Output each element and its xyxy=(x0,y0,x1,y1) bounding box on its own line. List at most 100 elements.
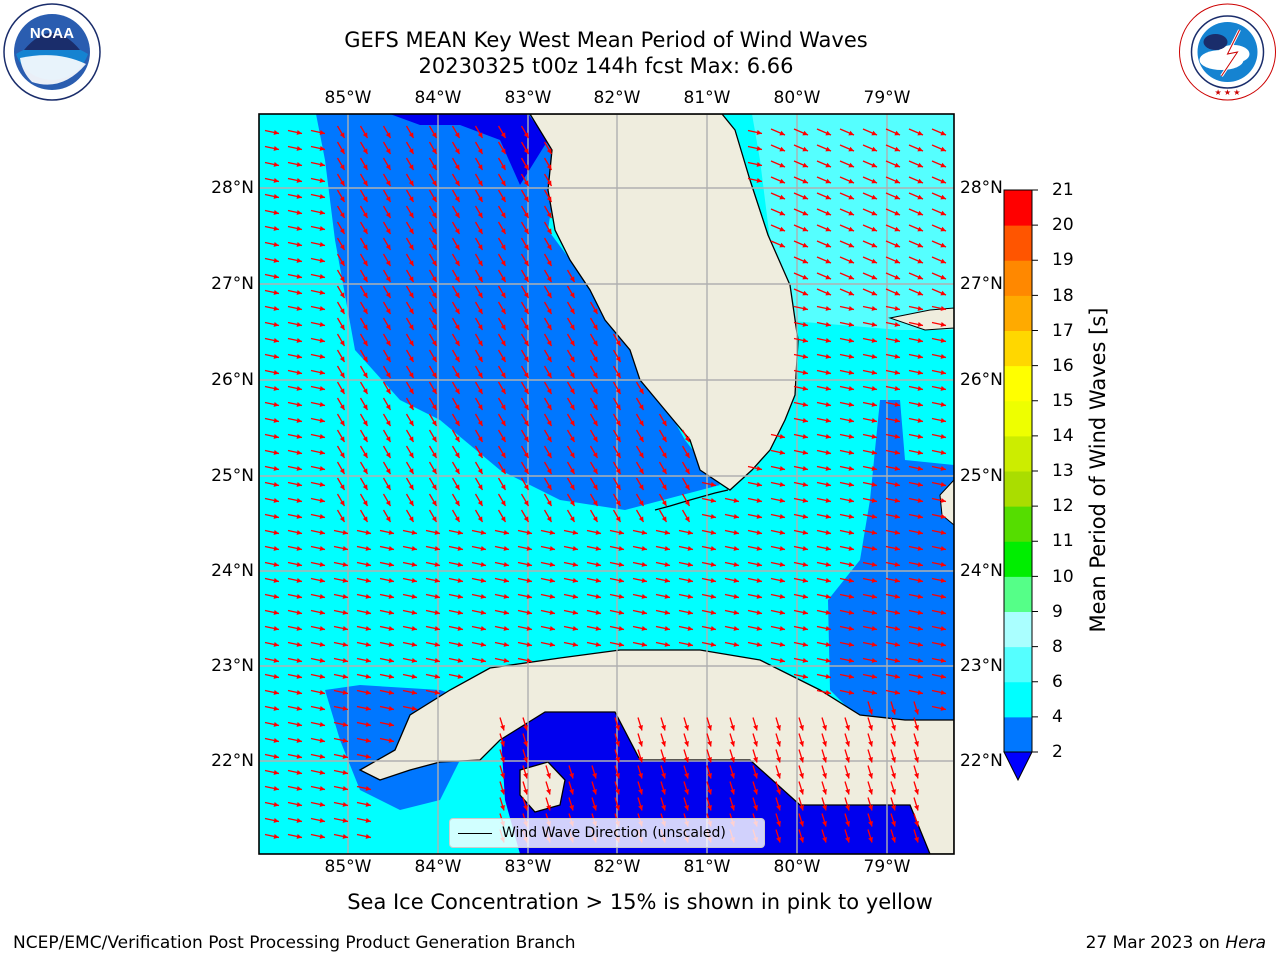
wind-wave-arrow-head xyxy=(940,514,946,519)
wind-wave-arrow-head xyxy=(618,594,624,599)
wind-wave-arrow-head xyxy=(569,468,575,474)
wind-wave-arrow-head xyxy=(365,594,371,599)
wind-wave-arrow-head xyxy=(638,420,644,426)
wind-wave-arrow-head xyxy=(339,388,345,394)
wind-wave-arrow-head xyxy=(684,468,690,474)
wind-wave-arrow-head xyxy=(871,562,877,567)
wind-wave-arrow-head xyxy=(273,466,279,471)
wind-wave-arrow-head xyxy=(454,132,460,138)
wind-wave-arrow-head xyxy=(273,226,279,231)
wind-wave-arrow-head xyxy=(408,516,414,522)
wind-wave-arrow-head xyxy=(825,290,831,296)
wind-wave-arrow-head xyxy=(411,626,417,631)
wind-wave-arrow-head xyxy=(868,724,873,731)
wind-wave-arrow-head xyxy=(500,228,506,234)
wind-wave-arrow-head xyxy=(362,212,368,218)
wind-wave-arrow-head xyxy=(871,418,877,423)
wind-wave-arrow-head xyxy=(940,578,946,583)
wind-wave-arrow-head xyxy=(500,148,506,154)
wind-wave-arrow-head xyxy=(434,642,440,647)
colorbar-segment xyxy=(1004,400,1032,437)
wind-wave-arrow-head xyxy=(595,578,601,583)
colorbar-tick: 11 xyxy=(1052,531,1074,551)
wind-wave-arrow-head xyxy=(273,338,279,343)
wind-wave-arrow-head xyxy=(365,530,371,535)
wind-wave-arrow-head xyxy=(362,516,368,522)
wind-wave-arrow-head xyxy=(408,372,414,378)
wind-wave-arrow-head xyxy=(296,674,302,679)
wind-wave-arrow-head xyxy=(454,340,460,346)
wind-wave-arrow-head xyxy=(408,452,414,458)
wind-wave-arrow-head xyxy=(845,740,850,747)
wind-wave-arrow-head xyxy=(549,530,555,535)
wind-wave-arrow-head xyxy=(592,404,598,410)
wind-wave-arrow-head xyxy=(684,452,690,458)
lat-label-left: 27°N xyxy=(211,274,254,294)
wind-wave-arrow-head xyxy=(940,658,946,663)
wind-wave-arrow-head xyxy=(385,196,391,202)
wind-wave-arrow-head xyxy=(825,466,831,471)
wind-wave-arrow-head xyxy=(296,754,302,759)
wind-wave-arrow-head xyxy=(595,546,601,551)
wind-wave-arrow-head xyxy=(365,786,371,791)
wind-wave-arrow-head xyxy=(592,340,598,346)
wind-wave-arrow-head xyxy=(523,148,529,154)
wind-wave-arrow-head xyxy=(319,642,325,647)
wind-wave-arrow-head xyxy=(868,804,873,811)
wind-wave-arrow-head xyxy=(296,338,302,343)
colorbar-tick: 6 xyxy=(1052,672,1063,692)
wind-wave-arrow-head xyxy=(822,820,827,827)
wind-wave-arrow-head xyxy=(546,500,552,506)
wind-wave-arrow-head xyxy=(477,484,483,490)
wind-wave-arrow-head xyxy=(917,466,923,471)
wind-wave-arrow-head xyxy=(431,276,437,282)
wind-wave-arrow-head xyxy=(802,210,808,216)
wind-wave-arrow-head xyxy=(848,162,854,168)
lat-label-right: 25°N xyxy=(960,466,1003,486)
colorbar-tick: 12 xyxy=(1052,496,1074,516)
wind-wave-arrow-head xyxy=(638,740,643,747)
colorbar-tick: 20 xyxy=(1052,215,1074,235)
wind-wave-arrow-head xyxy=(477,340,483,346)
lat-label-left: 28°N xyxy=(211,178,254,198)
wind-wave-arrow-head xyxy=(365,690,371,695)
wind-wave-arrow-head xyxy=(661,436,667,442)
wind-wave-arrow-head xyxy=(273,162,279,167)
wind-wave-arrow-head xyxy=(848,306,854,311)
wind-wave-arrow-head xyxy=(802,322,808,327)
wind-wave-arrow-head xyxy=(434,546,440,551)
wind-wave-arrow-head xyxy=(480,594,486,599)
wind-wave-arrow-head xyxy=(917,210,923,216)
wind-wave-arrow-head xyxy=(914,740,919,747)
wind-wave-arrow-head xyxy=(319,306,325,311)
wind-wave-arrow-head xyxy=(408,340,414,346)
wind-wave-arrow-head xyxy=(707,724,712,731)
wind-wave-arrow-head xyxy=(273,514,279,519)
wind-wave-arrow-head xyxy=(940,354,946,359)
wind-wave-arrow-head xyxy=(362,228,368,234)
lon-label-bottom: 80°W xyxy=(773,857,821,877)
wind-wave-arrow-head xyxy=(940,690,946,695)
wind-wave-arrow-head xyxy=(385,468,391,474)
wind-wave-arrow-head xyxy=(273,178,279,183)
wind-wave-arrow-head xyxy=(569,372,575,378)
wind-wave-arrow-head xyxy=(822,804,827,811)
wind-wave-arrow-head xyxy=(891,756,896,763)
wind-wave-arrow-head xyxy=(431,340,437,346)
wind-wave-arrow-head xyxy=(480,658,486,663)
wind-wave-arrow-head xyxy=(434,594,440,599)
wind-wave-arrow-head xyxy=(733,530,739,535)
wind-wave-arrow-head xyxy=(799,788,804,795)
wind-wave-arrow-head xyxy=(917,402,923,407)
wind-wave-arrow-head xyxy=(546,436,552,442)
wind-wave-arrow-head xyxy=(477,244,483,250)
wind-wave-arrow-head xyxy=(894,290,900,296)
wind-wave-arrow-head xyxy=(684,756,689,763)
wind-wave-arrow-head xyxy=(480,578,486,583)
wind-wave-arrow-head xyxy=(385,484,391,490)
map-legend: Wind Wave Direction (unscaled) xyxy=(449,818,765,848)
wind-wave-arrow-head xyxy=(523,356,529,362)
wind-wave-arrow-head xyxy=(549,546,555,551)
wind-wave-arrow-head xyxy=(523,260,529,266)
